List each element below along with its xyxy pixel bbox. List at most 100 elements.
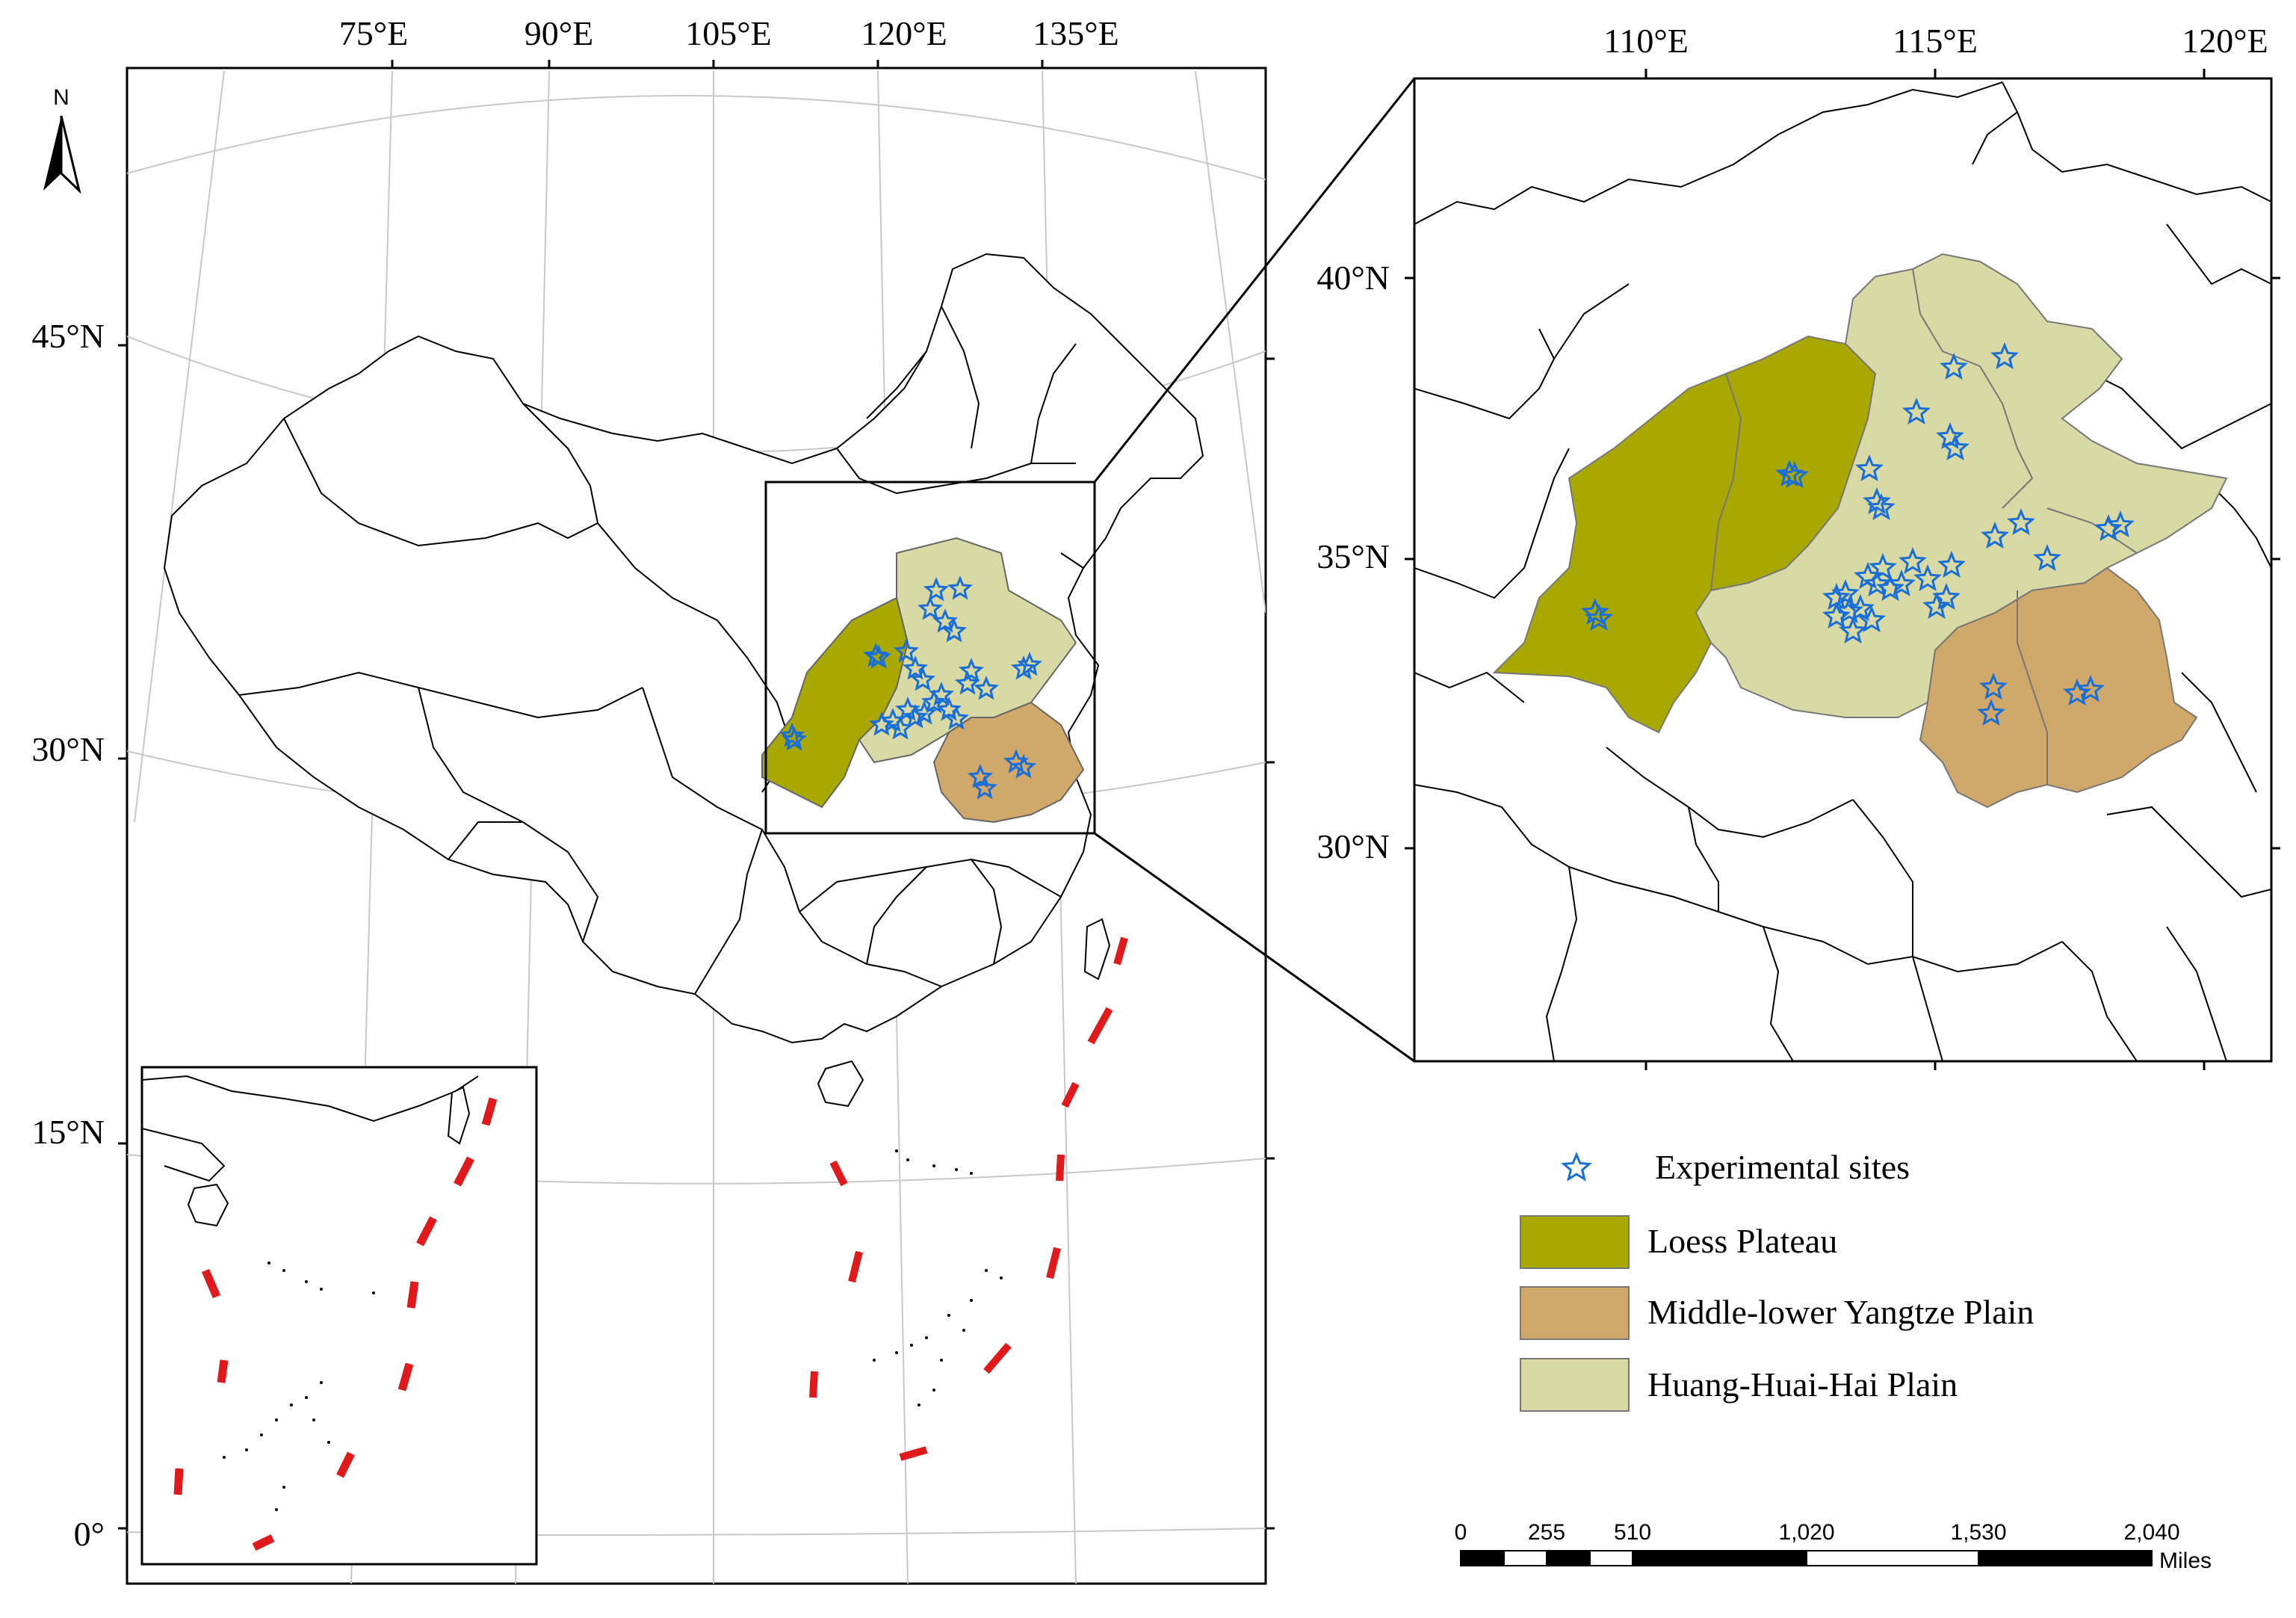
lon-label-135e: 135°E: [1033, 14, 1119, 52]
china-outline: [163, 253, 1204, 1044]
inset-taiwan: [447, 1086, 471, 1145]
scale-tick-255: 255: [1528, 1520, 1565, 1545]
site-star-icon: [958, 658, 985, 682]
scale-tick-1530: 1,530: [1950, 1520, 2006, 1545]
lat-label-45n: 45°N: [31, 317, 105, 355]
lon-label-120e: 120°E: [861, 14, 947, 52]
site-star-icon: [1937, 551, 1966, 578]
site-star-icon: [1913, 564, 1942, 592]
south-china-sea-islands: [873, 1149, 1003, 1407]
inset-nine-dash-line: [173, 1097, 498, 1551]
site-star-icon: [923, 577, 950, 602]
site-star-icon: [1899, 547, 1927, 575]
site-star-icon: [779, 723, 805, 747]
legend-swatch-huang-huai-hai: [1520, 1358, 1630, 1412]
site-star-icon: [887, 715, 914, 740]
site-star-icon: [932, 608, 959, 633]
legend-swatch-middle-lower-yangtze: [1520, 1286, 1630, 1340]
site-star-icon: [1846, 594, 1875, 622]
site-star-icon: [928, 682, 955, 706]
scale-bar-labels: 0 255 510 1,020 1,530 2,040 Miles: [1455, 1520, 2212, 1573]
nine-dash-line: [809, 936, 1128, 1461]
site-star-icon: [1831, 579, 1860, 607]
site-star-icon: [1936, 422, 1964, 450]
legend-item-middle-lower-yangtze: Middle-lower Yangtze Plain: [1520, 1286, 2034, 1340]
site-star-icon: [1585, 604, 1613, 632]
china-provincial-boundaries: [163, 253, 1204, 1108]
site-star-icon: [1863, 569, 1891, 597]
site-star-icon: [1581, 598, 1609, 626]
main-lon-labels: 75°E 90°E 105°E 120°E 135°E: [339, 14, 1119, 52]
zoom-extent-rectangle: [764, 481, 1096, 835]
site-star-icon: [917, 596, 944, 620]
site-star-icon: [909, 667, 936, 691]
zoom-middle-lower-yangtze: [1919, 566, 2198, 809]
site-star-icon: [2076, 675, 2105, 703]
scale-bar-graphic: [1460, 1550, 2153, 1566]
zoom-map: 110°E 115°E 120°E 40°N 35°N 30°N: [1316, 22, 2280, 1070]
legend-label-experimental-sites: Experimental sites: [1655, 1148, 1910, 1186]
site-star-icon: [1010, 754, 1037, 779]
scale-tick-1020: 1,020: [1778, 1520, 1834, 1545]
site-star-icon: [911, 700, 938, 725]
legend-label-loess-plateau: Loess Plateau: [1647, 1222, 1837, 1260]
site-star-icon: [1869, 553, 1897, 581]
site-star-icon: [2106, 510, 2135, 538]
site-star-icon: [954, 670, 981, 695]
site-star-icon: [1867, 493, 1896, 521]
inset-frame: [140, 1066, 538, 1566]
site-star-icon: [868, 711, 895, 736]
lon-label-105e: 105°E: [685, 14, 772, 52]
legend-label-huang-huai-hai: Huang-Huai-Hai Plain: [1647, 1365, 1958, 1404]
taiwan-island: [1083, 918, 1111, 981]
site-star-icon: [971, 775, 998, 800]
main-lat-labels: 45°N 30°N 15°N 0°: [31, 317, 105, 1553]
site-star-icon: [781, 726, 808, 751]
site-star-icon: [902, 704, 929, 729]
scale-tick-2040: 2,040: [2123, 1520, 2179, 1545]
zoom-lat-label-35n: 35°N: [1316, 537, 1390, 575]
inset-hainan: [187, 1183, 229, 1227]
zoom-lon-label-115e: 115°E: [1893, 22, 1978, 60]
lat-label-0: 0°: [74, 1515, 105, 1553]
zoom-lat-ticks: [1405, 277, 2280, 850]
zoom-lat-label-30n: 30°N: [1316, 827, 1390, 865]
zoom-connector-lines: [1093, 78, 1416, 1063]
main-lon-ticks: [391, 60, 1044, 68]
site-star-icon: [2063, 679, 2091, 706]
site-star-icon: [943, 705, 970, 730]
site-star-icon: [1977, 699, 2005, 726]
main-map: 75°E 90°E 105°E 120°E 135°E 45°N 30°N 15…: [31, 14, 1275, 1585]
site-star-icon: [973, 676, 1000, 700]
site-star-icon: [2033, 544, 2061, 572]
north-arrow-label: N: [53, 85, 69, 110]
zoom-lon-label-120e: 120°E: [2182, 22, 2268, 60]
site-star-icon: [865, 644, 892, 669]
site-star-icon: [893, 638, 920, 663]
scale-tick-0: 0: [1455, 1520, 1467, 1545]
site-star-icon: [1979, 673, 2008, 700]
inset-coastline: [142, 1075, 479, 1123]
zoom-experimental-sites: [1581, 342, 2135, 726]
zoom-lon-labels: 110°E 115°E 120°E: [1603, 22, 2268, 60]
zoom-lon-label-110e: 110°E: [1603, 22, 1689, 60]
south-china-sea-inset: [140, 1066, 538, 1566]
site-star-icon: [947, 575, 974, 600]
scale-tick-510: 510: [1614, 1520, 1651, 1545]
lat-label-15n: 15°N: [31, 1113, 105, 1151]
site-star-icon: [941, 618, 968, 643]
zoom-lat-label-40n: 40°N: [1316, 259, 1390, 297]
site-star-icon: [1922, 592, 1951, 620]
site-star-icon: [1887, 569, 1916, 597]
scale-unit: Miles: [2159, 1548, 2212, 1573]
lon-label-90e: 90°E: [525, 14, 594, 52]
zoom-lat-labels: 40°N 35°N 30°N: [1316, 259, 1390, 865]
site-star-icon: [1990, 342, 2019, 370]
site-star-icon: [1857, 605, 1886, 633]
main-experimental-sites: [779, 575, 1043, 800]
legend-swatch-loess-plateau: [1520, 1215, 1630, 1269]
site-star-icon: [1863, 487, 1891, 515]
site-star-icon: [902, 655, 929, 680]
legend-label-middle-lower-yangtze: Middle-lower Yangtze Plain: [1647, 1293, 2034, 1331]
